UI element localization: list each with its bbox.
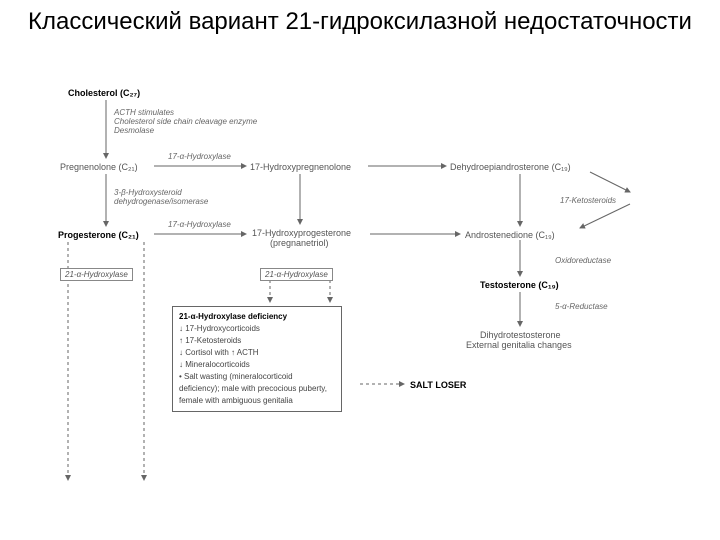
node-dhea: Dehydroepiandrosterone (C₁₉) — [450, 162, 571, 172]
node-progesterone: Progesterone (C₂₁) — [58, 230, 139, 240]
node-pregnanetriol: (pregnanetriol) — [270, 238, 329, 248]
node-salt-loser: SALT LOSER — [410, 380, 466, 390]
node-genitalia: External genitalia changes — [466, 340, 572, 350]
pathway-diagram: Cholesterol (C₂₇) Pregnenolone (C₂₁) Pro… — [0, 80, 720, 540]
deficiency-box: 21-α-Hydroxylase deficiency↓ 17-Hydroxyc… — [172, 306, 342, 412]
label-oxidoreductase: Oxidoreductase — [555, 256, 611, 265]
page-title: Классический вариант 21-гидроксилазной н… — [0, 0, 720, 37]
arrow-layer — [0, 80, 720, 540]
node-17oh-progesterone: 17-Hydroxyprogesterone — [252, 228, 351, 238]
label-5a-reductase: 5-α-Reductase — [555, 302, 608, 311]
node-pregnenolone: Pregnenolone (C₂₁) — [60, 162, 138, 172]
node-testosterone: Testosterone (C₁₉) — [480, 280, 559, 290]
label-17a-hydroxylase-1: 17-α-Hydroxylase — [168, 152, 231, 161]
label-17a-hydroxylase-2: 17-α-Hydroxylase — [168, 220, 231, 229]
node-cholesterol: Cholesterol (C₂₇) — [68, 88, 140, 98]
node-17oh-pregnenolone: 17-Hydroxypregnenolone — [250, 162, 351, 172]
label-hsd: 3-β-Hydroxysteroiddehydrogenase/isomeras… — [114, 188, 208, 206]
box-21a-hydroxylase-1: 21-α-Hydroxylase — [60, 268, 133, 281]
label-17-ketosteroids: 17-Ketosteroids — [560, 196, 616, 205]
label-acth: ACTH stimulatesCholesterol side chain cl… — [114, 108, 257, 136]
node-dht: Dihydrotestosterone — [480, 330, 561, 340]
node-androstenedione: Androstenedione (C₁₉) — [465, 230, 555, 240]
box-21a-hydroxylase-2: 21-α-Hydroxylase — [260, 268, 333, 281]
